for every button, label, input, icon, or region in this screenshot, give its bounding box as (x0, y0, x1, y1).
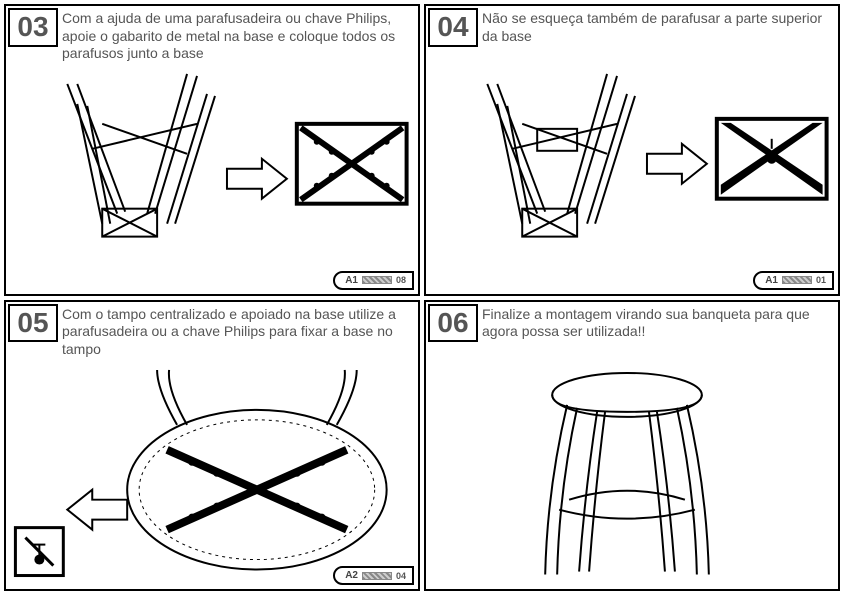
step-number-03: 03 (8, 8, 58, 47)
step-header: 04 Não se esqueça também de parafusar a … (426, 6, 838, 49)
panel-step-05: 05 Com o tampo centralizado e apoiado na… (4, 300, 420, 592)
step-number-05: 05 (8, 304, 58, 343)
part-code: A1 (345, 275, 358, 286)
panel-step-06: 06 Finalize a montagem virando sua banqu… (424, 300, 840, 592)
step-text-06: Finalize a montagem virando sua banqueta… (480, 302, 838, 343)
illustration-03 (6, 54, 418, 294)
screw-icon (362, 276, 392, 284)
panel-step-03: 03 Com a ajuda de uma parafusadeira ou c… (4, 4, 420, 296)
part-code: A2 (345, 570, 358, 581)
screw-icon (362, 572, 392, 580)
panel-step-04: 04 Não se esqueça também de parafusar a … (424, 4, 840, 296)
part-label-04: A1 01 (753, 271, 834, 290)
step-text-04: Não se esqueça também de parafusar a par… (480, 6, 838, 47)
instruction-grid: 03 Com a ajuda de uma parafusadeira ou c… (0, 0, 844, 595)
part-qty: 01 (816, 275, 826, 285)
screw-icon (782, 276, 812, 284)
part-qty: 04 (396, 571, 406, 581)
part-code: A1 (765, 275, 778, 286)
illustration-05 (6, 350, 418, 590)
step-number-06: 06 (428, 304, 478, 343)
illustration-04 (426, 54, 838, 294)
part-label-03: A1 08 (333, 271, 414, 290)
step-number-04: 04 (428, 8, 478, 47)
illustration-06 (426, 350, 838, 590)
part-qty: 08 (396, 275, 406, 285)
part-label-05: A2 04 (333, 566, 414, 585)
step-header: 06 Finalize a montagem virando sua banqu… (426, 302, 838, 345)
